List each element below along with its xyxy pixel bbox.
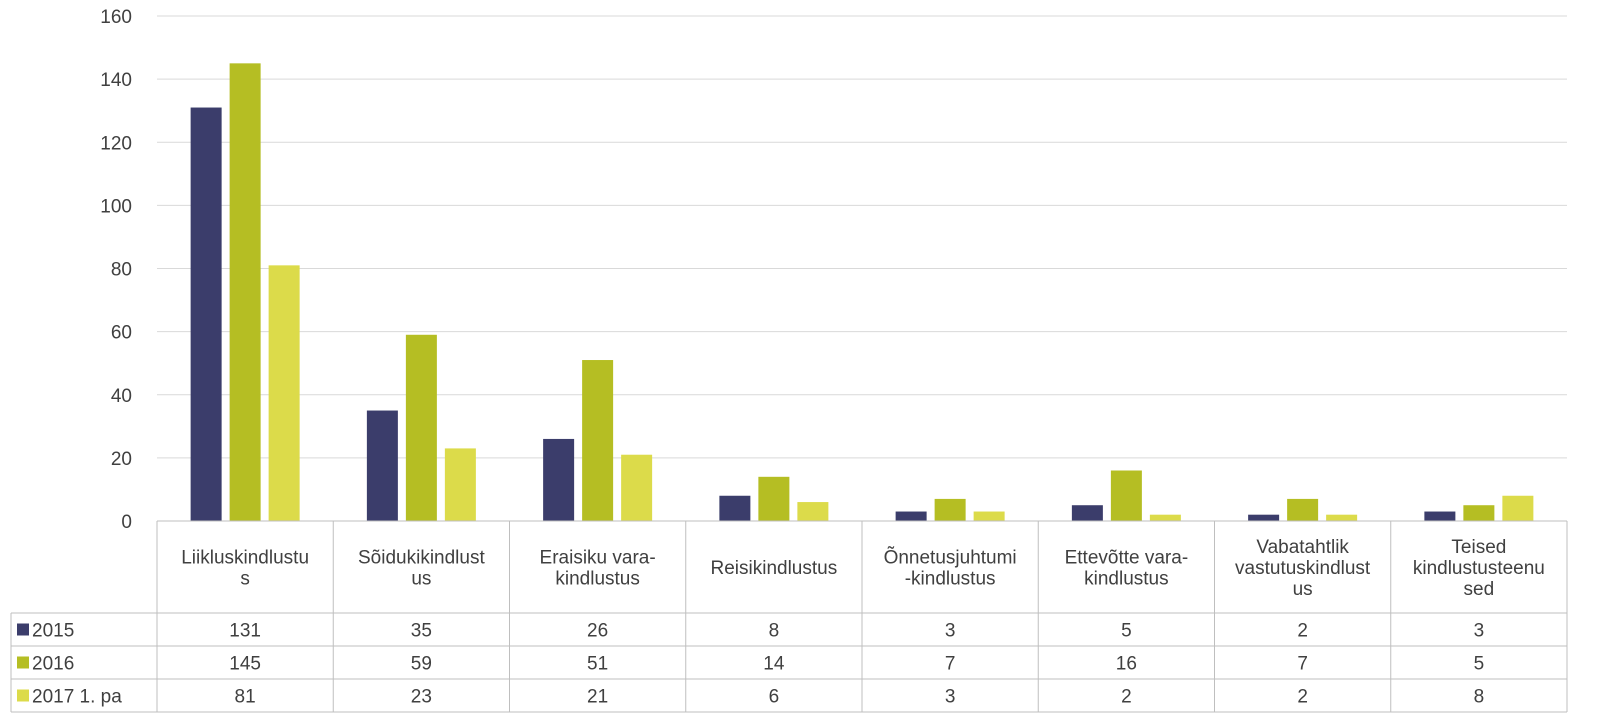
table-cell-value: 2	[1121, 687, 1132, 708]
table-cell-value: 5	[1474, 654, 1485, 675]
legend-key	[17, 623, 29, 636]
bar	[1149, 514, 1181, 521]
legend-key	[17, 689, 29, 702]
table-cell-value: 7	[1297, 654, 1308, 675]
category-label: Liikluskindlustu	[181, 548, 309, 569]
table-cell-value: 14	[763, 654, 785, 675]
table-cell-value: 35	[411, 621, 432, 642]
y-tick-label: 40	[111, 386, 132, 407]
bar	[1502, 495, 1534, 521]
category-label: us	[1293, 579, 1313, 600]
category-label: Vabatahtlik	[1256, 537, 1349, 558]
table-cell-value: 145	[229, 654, 261, 675]
bar	[1110, 470, 1142, 521]
table-cell-value: 3	[1474, 621, 1485, 642]
table-cell-value: 131	[229, 621, 261, 642]
category-label: Reisikindlustus	[711, 558, 838, 579]
gridlines	[157, 15, 1567, 459]
category-label: Teised	[1451, 537, 1506, 558]
y-tick-label: 20	[111, 449, 132, 470]
category-label: kindlustusteenu	[1413, 558, 1545, 579]
bar	[797, 502, 829, 521]
table-cell-value: 21	[587, 687, 608, 708]
table-cell-value: 23	[411, 687, 432, 708]
table-cell-value: 51	[587, 654, 608, 675]
bar	[1248, 514, 1280, 521]
data-table: LiikluskindlustusSõidukikindlustusEraisi…	[10, 520, 1568, 713]
table-cell-value: 8	[1474, 687, 1485, 708]
bar	[444, 448, 476, 521]
bar	[405, 334, 437, 521]
table-cell-value: 2	[1297, 621, 1308, 642]
y-tick-label: 60	[111, 323, 132, 344]
y-tick-label: 140	[100, 70, 132, 91]
bar	[719, 495, 751, 521]
table-cell-value: 81	[235, 687, 256, 708]
bar	[1326, 514, 1358, 521]
y-tick-label: 120	[100, 133, 132, 154]
bars	[190, 63, 1534, 521]
category-label: Ettevõtte vara-	[1065, 548, 1189, 569]
legend-key	[17, 656, 29, 669]
y-tick-label: 160	[100, 7, 132, 28]
bar	[1463, 505, 1495, 521]
bar	[1287, 498, 1319, 521]
category-label: sed	[1464, 579, 1495, 600]
table-cell-value: 26	[587, 621, 608, 642]
bar	[366, 410, 398, 521]
y-axis: 0 20 40 60 80 100 120 140 160	[100, 7, 132, 533]
table-cell-value: 8	[769, 621, 780, 642]
bar	[621, 454, 653, 521]
table-cell-value: 16	[1116, 654, 1137, 675]
category-label: -kindlustus	[905, 569, 996, 590]
category-label: us	[411, 569, 431, 590]
bar	[895, 511, 927, 521]
legend-label: 2017 1. pa	[32, 687, 122, 708]
category-label: Sõidukikindlust	[358, 548, 485, 569]
bar	[582, 360, 614, 521]
legend-label: 2015	[32, 621, 74, 642]
y-tick-label: 100	[100, 196, 132, 217]
bar	[229, 63, 261, 521]
category-label: Eraisiku vara-	[540, 548, 656, 569]
y-tick-label: 0	[121, 512, 132, 533]
bar	[934, 498, 966, 521]
bar	[268, 265, 300, 521]
table-cell-value: 5	[1121, 621, 1132, 642]
table-cell-value: 7	[945, 654, 956, 675]
bar	[1071, 505, 1103, 521]
bar	[543, 438, 575, 521]
category-label: Õnnetusjuhtumi	[884, 547, 1017, 569]
category-label: s	[240, 569, 250, 590]
category-label: vastutuskindlust	[1235, 558, 1371, 579]
table-cell-value: 59	[411, 654, 432, 675]
table-cell-value: 2	[1297, 687, 1308, 708]
table-cell-value: 3	[945, 687, 956, 708]
bar	[758, 476, 790, 521]
table-cell-value: 3	[945, 621, 956, 642]
bar	[1424, 511, 1456, 521]
table-cell-value: 6	[769, 687, 780, 708]
y-tick-label: 80	[111, 260, 132, 281]
legend-label: 2016	[32, 654, 74, 675]
bar	[190, 107, 222, 521]
category-label: kindlustus	[1084, 569, 1169, 590]
category-label: kindlustus	[555, 569, 640, 590]
bar	[973, 511, 1005, 521]
